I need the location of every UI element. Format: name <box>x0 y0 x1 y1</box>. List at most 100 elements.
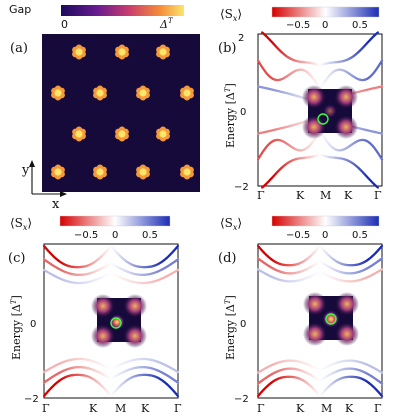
spin-colorbar-c: ⟨Sx⟩ −0.5 0 0.5 <box>10 215 171 241</box>
gap-colorbar-max: ΔT <box>159 17 174 31</box>
band-segment <box>375 31 379 35</box>
band-segment <box>175 380 180 384</box>
band-segment <box>175 244 180 249</box>
plot-frame-c <box>43 243 179 399</box>
band-segment <box>175 268 180 272</box>
k-tick: Γ <box>174 402 182 415</box>
energy-tick: 0 <box>30 319 36 330</box>
panel-c-label: (c) <box>8 251 25 266</box>
gap-spot <box>72 126 86 142</box>
k-tick: Γ <box>257 189 265 202</box>
spin-tick: 0.5 <box>142 230 158 241</box>
energy-tick: 0 <box>240 107 246 118</box>
gap-spot <box>136 164 150 180</box>
gap-spot <box>93 85 107 101</box>
inset-c <box>91 294 147 348</box>
gap-colorbar-title: Gap <box>9 3 31 16</box>
spin-colorbar-title: ⟨Sx⟩ <box>220 216 242 232</box>
gap-spot <box>51 164 65 180</box>
spin-tick: 0.5 <box>352 20 368 31</box>
energy-tick: 0 <box>240 319 246 330</box>
panel-d: ⟨Sx⟩ −0.5 0 0.5 (d) 0 −2 Energy [ΔT] Γ K… <box>218 215 384 415</box>
k-tick: M <box>320 189 331 202</box>
gap-map <box>42 34 200 192</box>
gap-colorbar <box>61 5 184 16</box>
k-tick: K <box>344 189 353 202</box>
band-segment <box>379 381 384 385</box>
k-tick: Γ <box>42 402 50 415</box>
spin-tick: −0.5 <box>74 230 98 241</box>
inset-marker-b <box>317 113 329 125</box>
spin-tick: 0 <box>322 230 328 241</box>
band-segment <box>175 258 180 262</box>
panel-a: Gap 0 ΔT (a) y x <box>9 3 200 212</box>
energy-tick: 2 <box>238 33 244 44</box>
k-tick: M <box>115 402 126 415</box>
spin-tick: 0 <box>112 230 118 241</box>
axis-x-label: x <box>52 197 60 212</box>
band-segment <box>379 59 384 64</box>
gap-spot <box>51 85 65 101</box>
axis-y-label: y <box>21 163 30 178</box>
x-arrow-head <box>60 191 67 197</box>
spin-colorbar <box>271 215 380 227</box>
spin-colorbar-title: ⟨Sx⟩ <box>10 216 32 232</box>
k-tick: Γ <box>374 402 382 415</box>
gap-spot <box>180 164 194 180</box>
gap-spot <box>136 85 150 101</box>
spin-colorbar <box>59 215 171 227</box>
k-tick: K <box>296 402 305 415</box>
spin-colorbar-title: ⟨Sx⟩ <box>220 7 242 23</box>
spin-tick: 0.5 <box>352 230 368 241</box>
inset-b <box>302 85 358 139</box>
inset-d <box>303 292 359 346</box>
gap-spot <box>93 164 107 180</box>
energy-axis-label: Energy [ΔT] <box>224 295 237 360</box>
k-tick: K <box>296 189 305 202</box>
energy-tick: −2 <box>234 182 249 193</box>
band-segment <box>379 393 384 398</box>
gap-spots <box>51 44 194 180</box>
gap-spot <box>115 44 129 60</box>
band-segment <box>375 185 379 189</box>
energy-tick: −2 <box>234 394 249 405</box>
k-tick: K <box>345 402 354 415</box>
plot-frame-d <box>257 243 383 399</box>
panel-a-label: (a) <box>10 41 28 56</box>
spin-colorbar-d: ⟨Sx⟩ −0.5 0 0.5 <box>220 215 380 241</box>
gap-colorbar-min: 0 <box>61 18 68 31</box>
band-segment <box>379 268 384 272</box>
panel-b-label: (b) <box>218 41 236 56</box>
k-tick: M <box>321 402 332 415</box>
bands-d <box>256 244 384 398</box>
gap-spot <box>156 44 170 60</box>
gap-spot <box>180 85 194 101</box>
k-tick: K <box>89 402 98 415</box>
gap-spot <box>115 126 129 142</box>
spin-colorbar <box>271 6 380 18</box>
band-segment <box>379 244 384 249</box>
plot-frame-b <box>257 33 383 187</box>
band-segment <box>379 257 384 261</box>
gap-spot <box>156 126 170 142</box>
energy-axis-label: Energy [ΔT] <box>10 295 23 360</box>
band-segment <box>379 156 384 161</box>
gap-spot <box>72 44 86 60</box>
bands-c <box>42 244 180 398</box>
spin-tick: 0 <box>322 20 328 31</box>
inset-marker-c <box>110 317 122 329</box>
spin-colorbar-b: ⟨Sx⟩ −0.5 0 0.5 <box>220 6 380 31</box>
k-tick: Γ <box>374 189 382 202</box>
band-segment <box>175 370 180 374</box>
energy-axis-label: Energy [ΔT] <box>224 83 237 148</box>
panel-c: ⟨Sx⟩ −0.5 0 0.5 (c) 0 −2 Energy [ΔT] Γ K… <box>8 215 182 415</box>
spin-tick: −0.5 <box>286 230 310 241</box>
panel-b: ⟨Sx⟩ −0.5 0 0.5 (b) 2 0 −2 Energy [ΔT] Γ… <box>218 6 384 202</box>
y-arrow-head <box>29 160 35 167</box>
inset-marker-d <box>325 313 337 325</box>
band-segment <box>175 393 180 398</box>
band-segment <box>379 370 384 374</box>
k-tick: K <box>141 402 150 415</box>
spin-tick: −0.5 <box>286 20 310 31</box>
panel-d-label: (d) <box>218 251 236 266</box>
